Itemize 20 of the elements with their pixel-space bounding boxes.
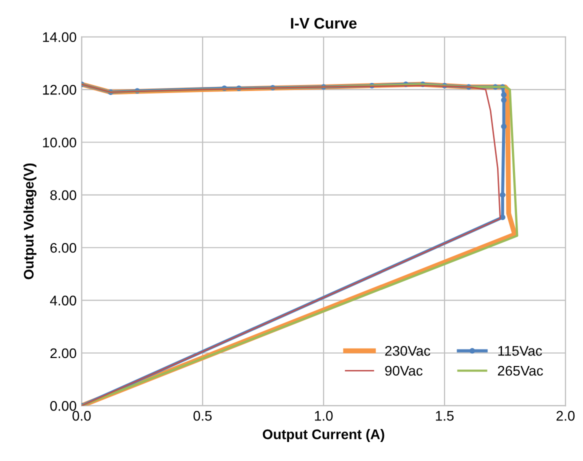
x-tick-label: 0.5 [193, 410, 212, 421]
x-tick-label: 1.0 [314, 410, 333, 421]
y-tick-label: 8.00 [50, 190, 76, 200]
y-tick-label: 12.00 [43, 84, 76, 95]
x-tick-label: 1.5 [436, 411, 454, 421]
y-tick-label: 14.00 [43, 32, 76, 42]
legend-label: 230Vac [385, 346, 430, 356]
x-tick-label: 0.0 [72, 410, 91, 421]
y-tick-label: 2.00 [50, 348, 76, 358]
legend-label: 265Vac [498, 366, 543, 376]
y-tick-label: 4.00 [50, 296, 76, 306]
y-tick-label: 6.00 [50, 242, 76, 253]
x-axis-title: Output Current (A) [262, 429, 384, 442]
y-tick-label: 10.00 [43, 138, 76, 148]
x-tick-label: 2.0 [556, 410, 575, 421]
legend-label: 90Vac [385, 366, 422, 376]
y-tick-label: 0.00 [50, 401, 76, 411]
legend-label: 115Vac [498, 346, 542, 356]
y-axis-title: Output Voltage(V) [23, 163, 36, 280]
chart-title: I-V Curve [291, 18, 357, 29]
